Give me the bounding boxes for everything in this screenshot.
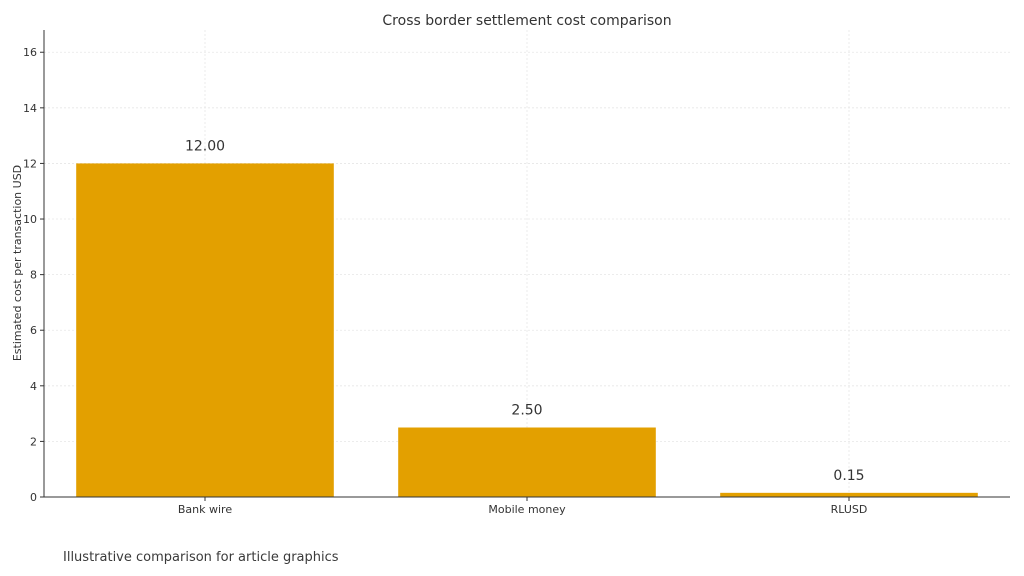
bars [76,163,978,497]
bar-value-label: 2.50 [511,403,542,419]
ticks: 0 2 4 6 8 10 12 14 16 Bank wire Mobile money RLUSD [23,46,867,516]
y-tick-label: 14 [23,102,37,115]
data-labels: 12.00 2.50 0.15 [185,138,865,483]
y-tick-label: 6 [30,324,37,337]
x-tick-label: Mobile money [488,503,566,516]
x-tick-label: RLUSD [831,503,868,516]
y-tick-label: 2 [30,435,37,448]
chart-title: Cross border settlement cost comparison [382,13,671,29]
bar [398,427,656,497]
y-tick-label: 8 [30,269,37,282]
y-tick-label: 16 [23,46,37,59]
bar [720,492,978,497]
y-tick-label: 12 [23,157,37,170]
bar-value-label: 12.00 [185,138,225,154]
chart-caption: Illustrative comparison for article grap… [63,550,339,565]
y-tick-label: 10 [23,213,37,226]
y-axis-title: Estimated cost per transaction USD [11,165,24,361]
bar [76,163,334,497]
y-tick-label: 0 [30,491,37,504]
x-tick-label: Bank wire [178,503,232,516]
y-tick-label: 4 [30,380,37,393]
bar-value-label: 0.15 [833,468,864,484]
